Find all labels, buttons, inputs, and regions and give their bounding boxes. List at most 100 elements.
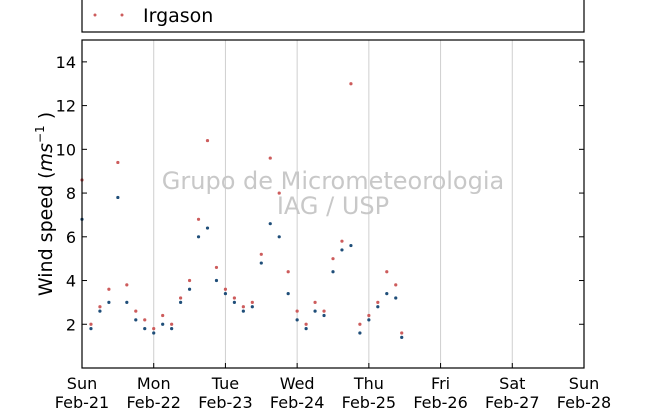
irgason-point bbox=[170, 322, 174, 326]
watermark-line-2: IAG / USP bbox=[277, 192, 389, 220]
irgason-point bbox=[268, 156, 272, 160]
irgason-point bbox=[250, 300, 254, 304]
x-tick-day: Wed bbox=[280, 374, 315, 393]
y-axis-label-main: Wind speed ( bbox=[35, 171, 57, 296]
series-2-point bbox=[394, 296, 398, 300]
x-tick-day: Tue bbox=[211, 374, 239, 393]
x-tick-label: Feb-25 bbox=[342, 393, 396, 409]
data-points bbox=[80, 82, 404, 339]
irgason-point bbox=[116, 160, 120, 165]
irgason-point bbox=[223, 287, 228, 291]
series-2-point bbox=[349, 243, 353, 248]
y-axis-label-unit: ms bbox=[35, 143, 57, 172]
legend-marker-dot bbox=[120, 13, 124, 17]
series-2-point bbox=[304, 327, 308, 331]
watermark-line-1: Grupo de Micrometeorologia bbox=[162, 167, 504, 195]
series-2-point bbox=[367, 318, 371, 322]
series-2-point bbox=[98, 309, 102, 313]
series-2-point bbox=[232, 300, 236, 304]
series-2-point bbox=[116, 195, 120, 200]
series-2-point bbox=[161, 322, 165, 326]
series-2-point bbox=[152, 331, 156, 335]
series-2-point bbox=[223, 292, 228, 296]
irgason-point bbox=[349, 82, 353, 86]
x-tick-label: Feb-28 bbox=[557, 393, 611, 409]
irgason-point bbox=[98, 305, 102, 309]
irgason-point bbox=[125, 283, 129, 287]
irgason-point bbox=[295, 309, 299, 313]
x-tick-day: Sun bbox=[67, 374, 97, 393]
series-2-point bbox=[286, 292, 290, 296]
irgason-point bbox=[286, 270, 290, 274]
y-axis-label-close: ) bbox=[35, 112, 57, 125]
series-2-point bbox=[205, 226, 210, 230]
irgason-point bbox=[313, 300, 317, 304]
legend-label: Irgason bbox=[143, 5, 213, 27]
irgason-point bbox=[205, 138, 210, 143]
irgason-point bbox=[214, 265, 219, 270]
x-tick-label: Feb-23 bbox=[198, 393, 252, 409]
plot-area bbox=[82, 40, 584, 368]
irgason-point bbox=[107, 287, 111, 291]
y-axis-label: Wind speed (ms−1 ) bbox=[33, 112, 57, 296]
irgason-point bbox=[358, 322, 362, 326]
x-tick-label: Feb-24 bbox=[270, 393, 324, 409]
irgason-point bbox=[179, 296, 183, 300]
series-2-point bbox=[241, 309, 245, 313]
series-2-point bbox=[187, 287, 192, 291]
series-2-point bbox=[358, 331, 362, 335]
series-2-point bbox=[268, 222, 272, 226]
y-tick-label: 2 bbox=[66, 315, 76, 334]
irgason-point bbox=[187, 278, 192, 283]
irgason-point bbox=[232, 296, 236, 300]
irgason-point bbox=[259, 252, 263, 256]
irgason-point bbox=[134, 309, 138, 313]
y-tick-label: 6 bbox=[66, 228, 76, 247]
irgason-point bbox=[241, 305, 245, 309]
series-2-point bbox=[385, 292, 389, 296]
series-2-point bbox=[295, 318, 299, 322]
grid bbox=[153, 40, 513, 368]
series-2-point bbox=[143, 327, 147, 331]
series-2-point bbox=[179, 300, 183, 304]
irgason-point bbox=[161, 313, 165, 318]
series-2-point bbox=[250, 305, 254, 309]
series-2-point bbox=[125, 300, 129, 304]
y-axis: 2 4 6 8 10 12 14 bbox=[56, 53, 584, 334]
irgason-point bbox=[143, 318, 147, 322]
series-2-point bbox=[134, 318, 138, 322]
irgason-point bbox=[376, 300, 380, 304]
irgason-point bbox=[331, 257, 335, 261]
series-2-point bbox=[259, 261, 263, 265]
series-2-point bbox=[322, 313, 326, 318]
series-2-point bbox=[107, 300, 111, 304]
y-tick-label: 4 bbox=[66, 272, 76, 291]
x-tick-label: Feb-21 bbox=[55, 393, 109, 409]
irgason-point bbox=[400, 331, 404, 335]
series-2-point bbox=[376, 305, 380, 309]
y-tick-label: 14 bbox=[56, 53, 76, 72]
series-2-point bbox=[214, 278, 219, 283]
series-2-point bbox=[313, 309, 317, 313]
irgason-point bbox=[322, 309, 326, 313]
irgason-point bbox=[304, 322, 308, 326]
y-tick-label: 8 bbox=[66, 184, 76, 203]
x-tick-day: Thu bbox=[353, 374, 384, 393]
series-2-point bbox=[340, 248, 344, 252]
x-axis: SunFeb-21MonFeb-22TueFeb-23WedFeb-24ThuF… bbox=[55, 363, 611, 412]
y-tick-label: 10 bbox=[56, 140, 76, 159]
x-tick-day: Mon bbox=[137, 374, 171, 393]
y-tick-label: 12 bbox=[56, 97, 76, 116]
x-tick-day: Sun bbox=[569, 374, 599, 393]
irgason-point bbox=[277, 191, 281, 195]
x-tick-label: Feb-26 bbox=[413, 393, 467, 409]
x-tick-day: Fri bbox=[431, 374, 450, 393]
plot-frame bbox=[81, 39, 585, 369]
irgason-point bbox=[394, 283, 398, 287]
legend-box bbox=[81, 0, 585, 33]
irgason-point bbox=[340, 239, 344, 243]
series-2-point bbox=[400, 335, 404, 339]
x-tick-label: Feb-27 bbox=[485, 393, 539, 409]
